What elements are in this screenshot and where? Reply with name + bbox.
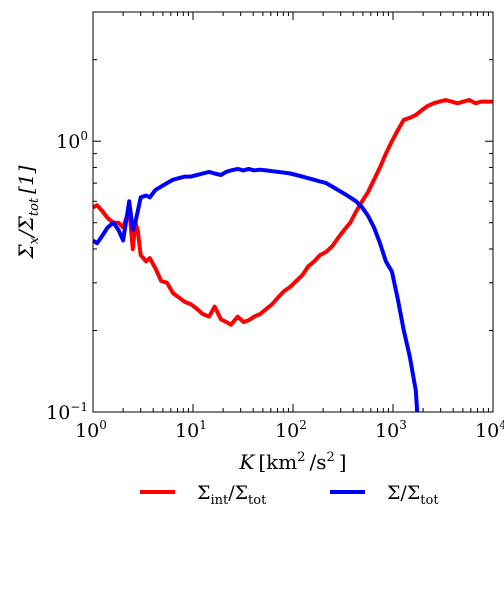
legend-item-int: Σint/Σtot bbox=[140, 482, 267, 508]
series-line-0 bbox=[93, 98, 493, 327]
y-axis-label: Σx/Σtot[1] bbox=[14, 165, 42, 259]
plot-frame bbox=[92, 11, 494, 413]
legend-item-sigma: Σ/Σtot bbox=[330, 482, 439, 508]
x-tick-label-2: 102 bbox=[275, 418, 307, 442]
y-tick-label-1: 100 bbox=[56, 129, 88, 153]
x-tick-label-4: 104 bbox=[475, 418, 504, 442]
legend-label-sigma: Σ/Σtot bbox=[387, 482, 439, 508]
legend: Σint/Σtot Σ/Σtot bbox=[140, 482, 439, 508]
x-axis-label: K [km2/s2] bbox=[238, 450, 346, 474]
x-axis-label-var: K bbox=[238, 450, 255, 474]
series-line-1 bbox=[93, 166, 420, 412]
series-layer bbox=[93, 98, 493, 412]
x-tick-label-0: 100 bbox=[75, 418, 107, 442]
plot-area bbox=[93, 12, 493, 412]
y-tick-label-0: 10−1 bbox=[46, 400, 88, 424]
x-tick-label-3: 103 bbox=[375, 418, 407, 442]
legend-label-int: Σint/Σtot bbox=[197, 482, 267, 508]
x-tick-label-1: 101 bbox=[175, 418, 207, 442]
